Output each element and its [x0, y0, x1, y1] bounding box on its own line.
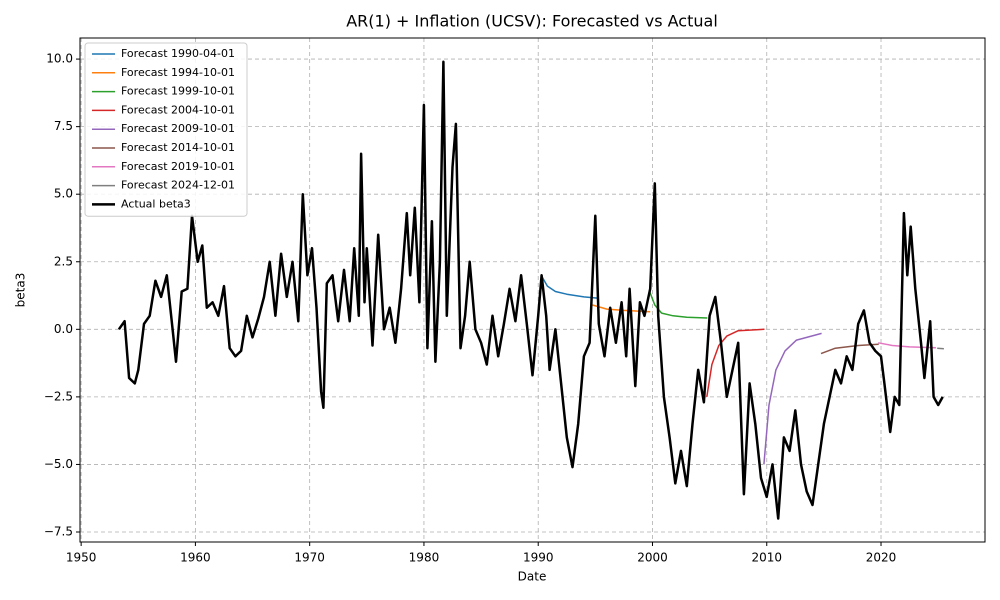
x-tick-label: 1970	[294, 551, 325, 565]
legend-label: Forecast 2004-10-01	[121, 103, 235, 116]
x-tick-label: 1950	[66, 551, 97, 565]
y-tick-label: −2.5	[44, 389, 73, 403]
series-line	[592, 304, 651, 313]
series-line	[540, 274, 599, 299]
x-tick-label: 1960	[180, 551, 211, 565]
x-tick-label: 2010	[751, 551, 782, 565]
y-tick-label: 0.0	[54, 322, 73, 336]
y-tick-label: −7.5	[44, 525, 73, 539]
series-line	[706, 328, 765, 398]
y-tick-label: 7.5	[54, 119, 73, 133]
series-line	[648, 291, 708, 319]
series-line	[117, 60, 944, 520]
series-line	[937, 347, 944, 350]
y-tick-label: −5.0	[44, 457, 73, 471]
series-line	[763, 332, 822, 465]
y-axis-label: beta3	[14, 273, 28, 308]
legend-label: Actual beta3	[121, 197, 191, 210]
chart-title: AR(1) + Inflation (UCSV): Forecasted vs …	[346, 12, 718, 31]
y-tick-label: 10.0	[46, 52, 73, 66]
y-tick-label: 2.5	[54, 254, 73, 268]
y-tick-label: 5.0	[54, 187, 73, 201]
x-tick-label: 2000	[637, 551, 668, 565]
legend-label: Forecast 1994-10-01	[121, 66, 235, 79]
x-tick-label: 1990	[523, 551, 554, 565]
legend-box	[84, 42, 248, 217]
legend-label: Forecast 1990-04-01	[121, 47, 235, 60]
legend-label: Forecast 2009-10-01	[121, 122, 235, 135]
legend-label: Forecast 2014-10-01	[121, 141, 235, 154]
x-tick-label: 1980	[409, 551, 440, 565]
legend-label: Forecast 2024-12-01	[121, 179, 235, 192]
x-axis-label: Date	[518, 570, 547, 584]
x-tick-label: 2020	[866, 551, 897, 565]
legend-label: Forecast 1999-10-01	[121, 85, 235, 98]
series-line	[820, 343, 879, 355]
legend-label: Forecast 2019-10-01	[121, 160, 235, 173]
plot-frame	[79, 37, 986, 543]
